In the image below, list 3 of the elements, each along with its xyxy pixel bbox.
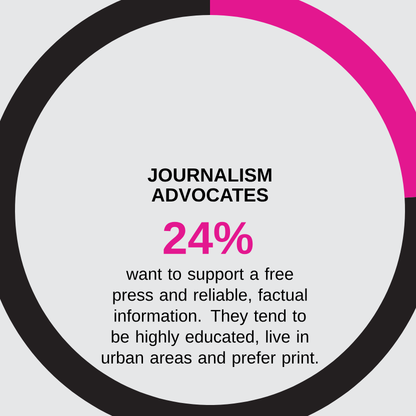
data-label: 24%: [164, 222, 253, 254]
slice-label: JOURNALISM ADVOCATES: [148, 168, 272, 202]
text: want to support a free press and reliable, factual information. They tend to be highly educated, live in urban areas and prefer print.: [102, 268, 318, 367]
